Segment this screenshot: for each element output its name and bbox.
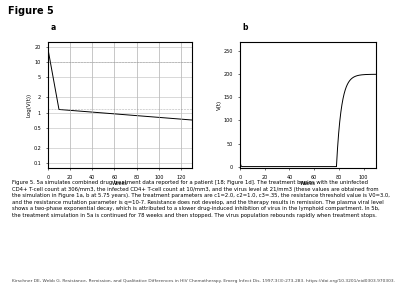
Y-axis label: Log(V(t)): Log(V(t))	[27, 93, 32, 117]
Text: a: a	[51, 23, 56, 32]
Text: Figure 5. 5a simulates combined drug treatment data reported for a patient [18; : Figure 5. 5a simulates combined drug tre…	[12, 180, 390, 218]
X-axis label: Weeks: Weeks	[112, 181, 128, 186]
Text: Kirschner DE, Webb G. Resistance, Remission, and Qualitative Differences in HIV : Kirschner DE, Webb G. Resistance, Remiss…	[12, 279, 395, 283]
X-axis label: Weeks: Weeks	[300, 181, 316, 186]
Text: Figure 5: Figure 5	[8, 6, 54, 16]
Y-axis label: V(t): V(t)	[217, 100, 222, 110]
Text: b: b	[243, 23, 248, 32]
